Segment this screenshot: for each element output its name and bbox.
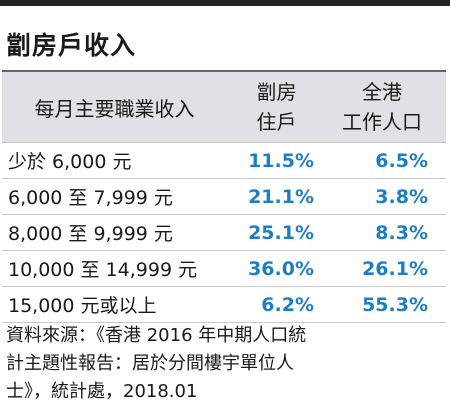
header-overall-working-population: 全港 工作人口 <box>318 77 446 137</box>
row-subdivided-value: 11.5% <box>248 149 314 172</box>
table-row: 6,000 至 7,999 元 21.1% 3.8% <box>2 179 446 215</box>
table-row: 10,000 至 14,999 元 36.0% 26.1% <box>2 251 446 287</box>
row-overall-value: 55.3% <box>362 293 428 316</box>
row-overall-value: 8.3% <box>375 221 428 244</box>
income-table: 每月主要職業收入 劏房 住戶 全港 工作人口 少於 6,000 元 11.5% … <box>2 70 446 323</box>
source-line: 資料來源：《香港 2016 年中期人口統 <box>6 325 307 346</box>
row-subdivided-value: 36.0% <box>248 257 314 280</box>
source-line: 計主題性報告：居於分間樓宇單位人 <box>6 353 294 374</box>
header-subdivided-line1: 劏房 <box>256 80 297 104</box>
row-overall-value: 3.8% <box>375 185 428 208</box>
table-header: 每月主要職業收入 劏房 住戶 全港 工作人口 <box>2 72 446 143</box>
row-subdivided-value: 6.2% <box>261 293 314 316</box>
row-income-label: 15,000 元或以上 <box>8 295 157 317</box>
table-row: 少於 6,000 元 11.5% 6.5% <box>2 143 446 179</box>
row-subdivided-value: 21.1% <box>248 185 314 208</box>
header-subdivided-line2: 住戶 <box>256 110 297 134</box>
page-title: 劏房戶收入 <box>6 31 137 60</box>
row-income-label: 少於 6,000 元 <box>8 151 132 173</box>
top-rule <box>0 0 450 6</box>
source-line: 士》，統計處，2018.01 <box>6 381 198 402</box>
row-income-label: 8,000 至 9,999 元 <box>8 223 173 245</box>
source-note: 資料來源：《香港 2016 年中期人口統 計主題性報告：居於分間樓宇單位人 士》… <box>6 322 444 406</box>
row-overall-value: 6.5% <box>375 149 428 172</box>
table-row: 15,000 元或以上 6.2% 55.3% <box>2 287 446 323</box>
header-overall-line1: 全港 <box>362 80 402 104</box>
row-income-label: 6,000 至 7,999 元 <box>8 187 173 209</box>
header-subdivided-households: 劏房 住戶 <box>235 77 318 137</box>
table-row: 8,000 至 9,999 元 25.1% 8.3% <box>2 215 446 251</box>
row-subdivided-value: 25.1% <box>248 221 314 244</box>
row-overall-value: 26.1% <box>362 257 428 280</box>
row-income-label: 10,000 至 14,999 元 <box>8 259 198 281</box>
header-overall-line2: 工作人口 <box>342 110 422 134</box>
header-income-label: 每月主要職業收入 <box>34 96 195 121</box>
